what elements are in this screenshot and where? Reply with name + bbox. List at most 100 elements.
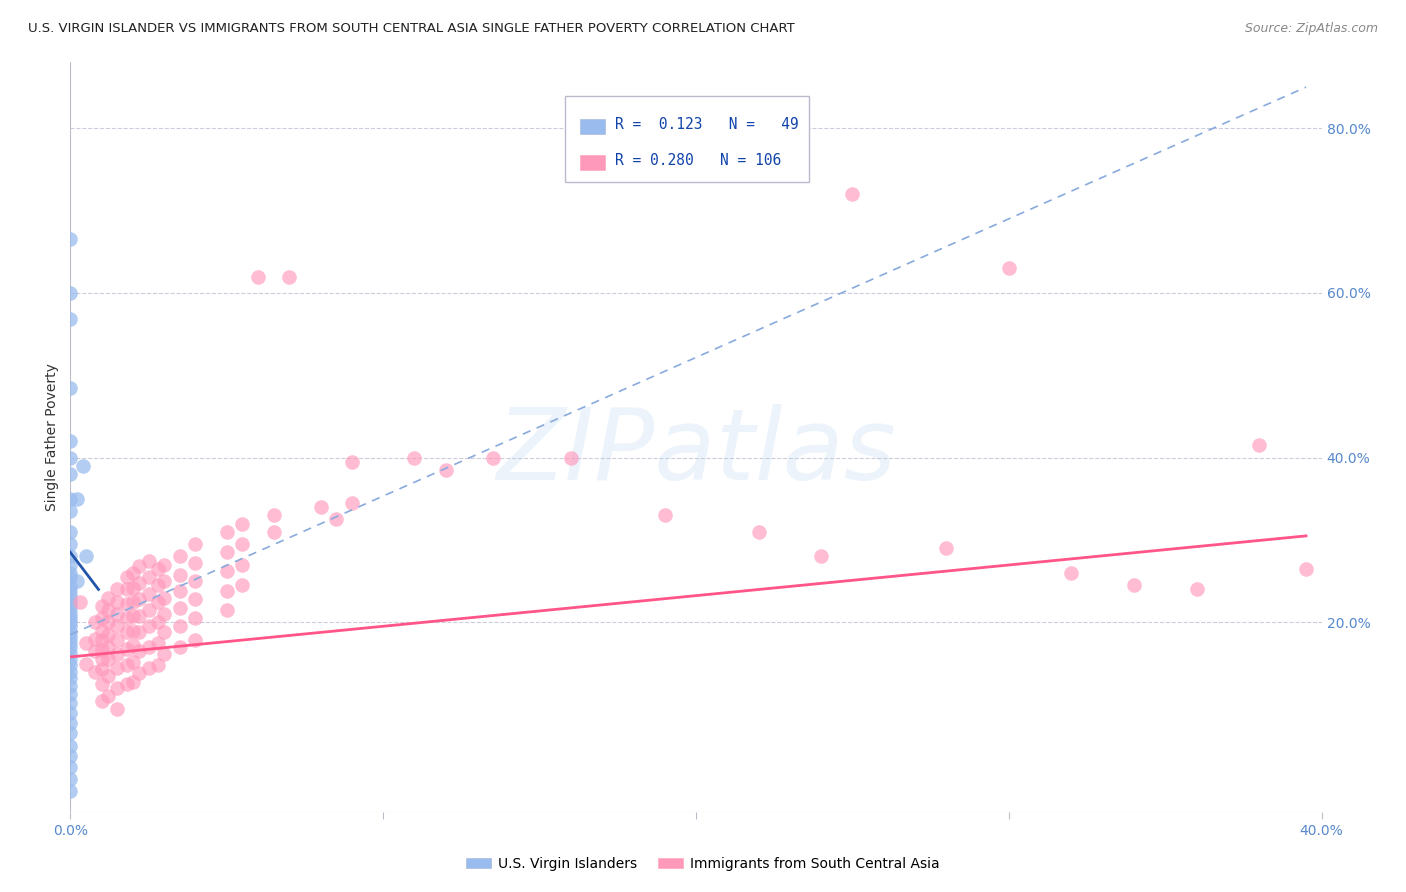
Point	[65, 491, 87, 506]
Point	[59, 285, 82, 300]
Point	[146, 595, 169, 609]
Point	[84, 615, 107, 630]
Point	[215, 564, 238, 578]
Point	[121, 581, 145, 595]
Point	[115, 597, 138, 611]
Point	[146, 658, 169, 673]
Point	[59, 665, 82, 679]
Point	[121, 608, 145, 623]
Point	[153, 558, 176, 572]
Point	[138, 553, 160, 567]
Point	[128, 666, 150, 681]
Point	[90, 693, 112, 707]
Point	[90, 662, 112, 676]
Point	[215, 584, 238, 599]
Point	[138, 640, 160, 654]
Point	[59, 646, 82, 660]
Point	[59, 635, 82, 649]
Point	[59, 625, 82, 640]
Point	[59, 578, 82, 592]
Point	[121, 639, 145, 653]
Point	[121, 566, 145, 580]
Point	[841, 187, 863, 202]
Point	[97, 591, 120, 605]
Point	[115, 641, 138, 656]
Point	[90, 652, 112, 666]
Point	[97, 603, 120, 617]
Point	[59, 640, 82, 654]
Point	[121, 624, 145, 638]
Point	[84, 665, 107, 679]
Point	[748, 524, 770, 539]
Point	[138, 619, 160, 633]
Point	[146, 615, 169, 630]
Point	[59, 671, 82, 685]
Point	[810, 549, 832, 564]
Point	[153, 574, 176, 589]
Point	[75, 549, 97, 564]
Point	[153, 607, 176, 621]
Point	[231, 516, 253, 531]
Point	[434, 463, 457, 477]
Point	[105, 595, 128, 609]
Point	[231, 578, 253, 592]
Point	[59, 651, 82, 665]
Point	[59, 491, 82, 506]
Point	[75, 636, 97, 650]
Point	[97, 628, 120, 642]
Point	[59, 696, 82, 710]
Point	[215, 545, 238, 559]
Text: ZIPatlas: ZIPatlas	[496, 403, 896, 500]
Point	[59, 312, 82, 326]
Point	[59, 566, 82, 580]
Point	[115, 570, 138, 584]
Point	[997, 261, 1019, 276]
Point	[90, 599, 112, 613]
Point	[59, 611, 82, 625]
Point	[1123, 578, 1146, 592]
Point	[115, 625, 138, 640]
Point	[59, 570, 82, 584]
Point	[90, 624, 112, 638]
Point	[105, 582, 128, 597]
Point	[169, 584, 191, 599]
Point	[90, 611, 112, 625]
Point	[215, 524, 238, 539]
Point	[654, 508, 676, 523]
Point	[404, 450, 426, 465]
Point	[105, 647, 128, 661]
Point	[128, 559, 150, 574]
Point	[97, 669, 120, 683]
Point	[105, 681, 128, 696]
Point	[128, 608, 150, 623]
Point	[59, 739, 82, 753]
Point	[115, 582, 138, 597]
Point	[340, 496, 363, 510]
Point	[935, 541, 957, 556]
Point	[59, 715, 82, 730]
Point	[59, 549, 82, 564]
Point	[146, 562, 169, 576]
Point	[59, 772, 82, 786]
FancyBboxPatch shape	[565, 96, 808, 182]
Point	[169, 619, 191, 633]
Point	[138, 586, 160, 600]
Point	[169, 567, 191, 582]
Point	[121, 595, 145, 609]
Point	[128, 625, 150, 640]
Point	[115, 658, 138, 673]
Point	[263, 508, 285, 523]
Point	[138, 660, 160, 674]
Point	[121, 655, 145, 669]
Point	[59, 232, 82, 246]
Point	[65, 574, 87, 589]
Point	[115, 677, 138, 691]
Legend: U.S. Virgin Islanders, Immigrants from South Central Asia: U.S. Virgin Islanders, Immigrants from S…	[461, 851, 945, 876]
Point	[75, 657, 97, 671]
Point	[59, 597, 82, 611]
Point	[105, 702, 128, 716]
Y-axis label: Single Father Poverty: Single Father Poverty	[45, 363, 59, 511]
Point	[128, 575, 150, 590]
Point	[153, 591, 176, 605]
Point	[1295, 562, 1317, 576]
